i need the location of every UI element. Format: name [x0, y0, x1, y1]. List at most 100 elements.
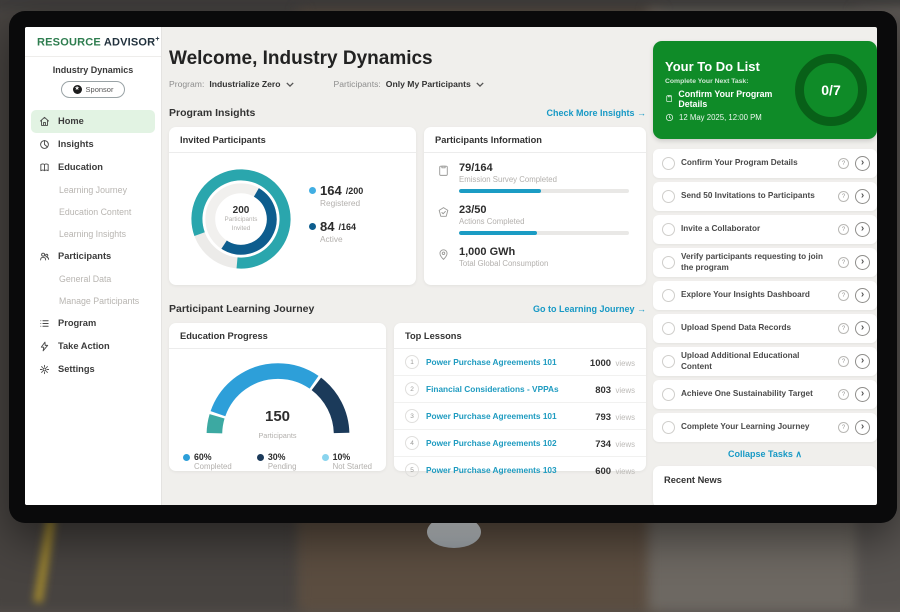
todo-item-send-invitations[interactable]: Send 50 Invitations to Participants ? › [653, 182, 877, 211]
todo-item-complete-learning-journey[interactable]: Complete Your Learning Journey ? › [653, 413, 877, 442]
sidebar-item-manage-participants[interactable]: Manage Participants [31, 290, 155, 312]
sidebar-item-label: Program [58, 318, 96, 328]
todo-item-explore-insights[interactable]: Explore Your Insights Dashboard ? › [653, 281, 877, 310]
lesson-link[interactable]: Power Purchase Agreements 103 [426, 465, 588, 475]
emission-progress-bar [459, 189, 629, 193]
sidebar-item-education[interactable]: Education [31, 156, 155, 179]
todo-item-achieve-target[interactable]: Achieve One Sustainability Target ? › [653, 380, 877, 409]
go-to-learning-journey-link[interactable]: Go to Learning Journey → [533, 304, 646, 314]
chevron-right-icon[interactable]: › [855, 189, 870, 204]
program-dropdown[interactable]: Program: Industrialize Zero [169, 79, 294, 89]
sidebar-item-education-content[interactable]: Education Content [31, 201, 155, 223]
logo-text-secondary: ADVISOR [104, 37, 156, 49]
sidebar-item-learning-insights[interactable]: Learning Insights [31, 223, 155, 245]
gear-icon [39, 364, 50, 375]
chevron-right-icon[interactable]: › [855, 354, 870, 369]
checkbox-icon[interactable] [662, 223, 675, 236]
chevron-up-icon: ∧ [795, 449, 802, 459]
checkbox-icon[interactable] [662, 289, 675, 302]
logo-plus: + [155, 36, 159, 43]
chevron-right-icon[interactable]: › [855, 387, 870, 402]
rank-badge: 3 [405, 409, 419, 423]
info-card-body: 79/164 Emission Survey Completed 23/50 A… [424, 153, 646, 268]
todo-next-task: Confirm Your Program Details [665, 89, 795, 109]
todo-item-verify-participants[interactable]: Verify participants requesting to join t… [653, 248, 877, 277]
not-started-dot-icon [322, 454, 329, 461]
lesson-link[interactable]: Power Purchase Agreements 101 [426, 411, 588, 421]
sidebar-item-label: Insights [58, 139, 94, 149]
rank-badge: 1 [405, 355, 419, 369]
lesson-link[interactable]: Financial Considerations - VPPAs [426, 384, 588, 394]
sidebar-item-learning-journey[interactable]: Learning Journey [31, 179, 155, 201]
help-icon[interactable]: ? [838, 422, 849, 433]
legend-active: 84/164 Active [309, 219, 363, 244]
todo-item-invite-collaborator[interactable]: Invite a Collaborator ? › [653, 215, 877, 244]
todo-title: Your To Do List [665, 59, 795, 74]
todo-item-upload-educational-content[interactable]: Upload Additional Educational Content ? … [653, 347, 877, 376]
completed-dot-icon [183, 454, 190, 461]
book-icon [39, 162, 50, 173]
section-title: Participant Learning Journey [169, 303, 314, 315]
arrow-right-icon: → [637, 108, 646, 118]
pending-dot-icon [257, 454, 264, 461]
checkbox-icon[interactable] [662, 421, 675, 434]
bolt-icon [39, 341, 50, 352]
sidebar-item-settings[interactable]: Settings [31, 358, 155, 381]
learning-journey-header: Participant Learning Journey Go to Learn… [169, 303, 646, 315]
invited-participants-card: Invited Participants 200 Participants I [169, 127, 416, 285]
todo-item-confirm-program[interactable]: Confirm Your Program Details ? › [653, 149, 877, 178]
help-icon[interactable]: ? [838, 323, 849, 334]
collapse-tasks-link[interactable]: Collapse Tasks ∧ [653, 449, 877, 460]
education-legend: 60% Completed 30% Pending 10% Not Starte… [169, 443, 386, 471]
sidebar-item-home[interactable]: Home [31, 110, 155, 133]
top-lessons-card: Top Lessons 1 Power Purchase Agreements … [394, 323, 646, 471]
chevron-right-icon[interactable]: › [855, 255, 870, 270]
todo-hero-card: Your To Do List Complete Your Next Task:… [653, 41, 877, 139]
app-logo: RESOURCE ADVISOR+ [25, 27, 161, 57]
help-icon[interactable]: ? [838, 158, 849, 169]
sidebar-item-take-action[interactable]: Take Action [31, 335, 155, 358]
checkbox-icon[interactable] [662, 322, 675, 335]
chevron-right-icon[interactable]: › [855, 222, 870, 237]
sidebar-item-participants[interactable]: Participants [31, 245, 155, 268]
help-icon[interactable]: ? [838, 257, 849, 268]
sidebar-item-label: Participants [58, 251, 111, 261]
participants-dropdown[interactable]: Participants: Only My Participants [334, 79, 484, 89]
sidebar-item-general-data[interactable]: General Data [31, 268, 155, 290]
sidebar-item-program[interactable]: Program [31, 312, 155, 335]
checkbox-icon[interactable] [662, 157, 675, 170]
legend-registered: 164/200 Registered [309, 183, 363, 208]
help-icon[interactable]: ? [838, 191, 849, 202]
chevron-right-icon[interactable]: › [855, 420, 870, 435]
checkbox-icon[interactable] [662, 190, 675, 203]
org-name: Industry Dynamics [25, 65, 161, 75]
lesson-row: 3 Power Purchase Agreements 101 793 view… [394, 403, 646, 430]
help-icon[interactable]: ? [838, 389, 849, 400]
education-progress-card: Education Progress 150 Participants 60% [169, 323, 386, 471]
sponsor-badge[interactable]: ★ Sponsor [61, 81, 125, 98]
lesson-views: 1000 views [590, 353, 635, 371]
help-icon[interactable]: ? [838, 290, 849, 301]
participants-dropdown-value: Only My Participants [386, 79, 471, 89]
todo-item-upload-spend-data[interactable]: Upload Spend Data Records ? › [653, 314, 877, 343]
sidebar-item-label: Education Content [59, 207, 131, 217]
check-more-insights-link[interactable]: Check More Insights → [546, 108, 646, 118]
chevron-right-icon[interactable]: › [855, 321, 870, 336]
checkbox-icon[interactable] [662, 388, 675, 401]
sidebar-nav: Home Insights Education Learning Journey… [25, 106, 161, 385]
lesson-row: 1 Power Purchase Agreements 101 1000 vie… [394, 349, 646, 376]
legend-completed: 60% Completed [183, 452, 232, 471]
invited-donut-chart: 200 Participants Invited [183, 161, 299, 277]
checkbox-icon[interactable] [662, 256, 675, 269]
legend-not-started: 10% Not Started [322, 452, 372, 471]
chevron-right-icon[interactable]: › [855, 156, 870, 171]
lesson-link[interactable]: Power Purchase Agreements 101 [426, 357, 583, 367]
help-icon[interactable]: ? [838, 356, 849, 367]
chevron-right-icon[interactable]: › [855, 288, 870, 303]
lesson-link[interactable]: Power Purchase Agreements 102 [426, 438, 588, 448]
help-icon[interactable]: ? [838, 224, 849, 235]
checkbox-icon[interactable] [662, 355, 675, 368]
todo-panel: Your To Do List Complete Your Next Task:… [653, 27, 877, 505]
sidebar-item-insights[interactable]: Insights [31, 133, 155, 156]
lesson-row: 5 Power Purchase Agreements 103 600 view… [394, 457, 646, 483]
